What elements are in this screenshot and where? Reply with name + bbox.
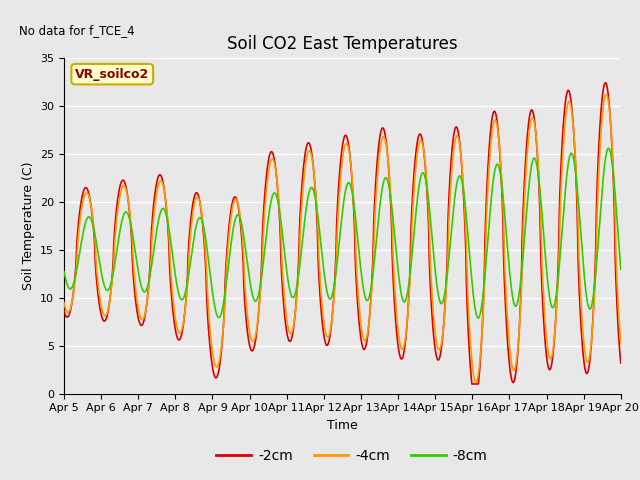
Title: Soil CO2 East Temperatures: Soil CO2 East Temperatures [227,35,458,53]
Text: VR_soilco2: VR_soilco2 [75,68,149,81]
Text: No data for f_TCE_4: No data for f_TCE_4 [19,24,135,37]
Legend: -2cm, -4cm, -8cm: -2cm, -4cm, -8cm [211,443,493,468]
X-axis label: Time: Time [327,419,358,432]
Y-axis label: Soil Temperature (C): Soil Temperature (C) [22,161,35,290]
